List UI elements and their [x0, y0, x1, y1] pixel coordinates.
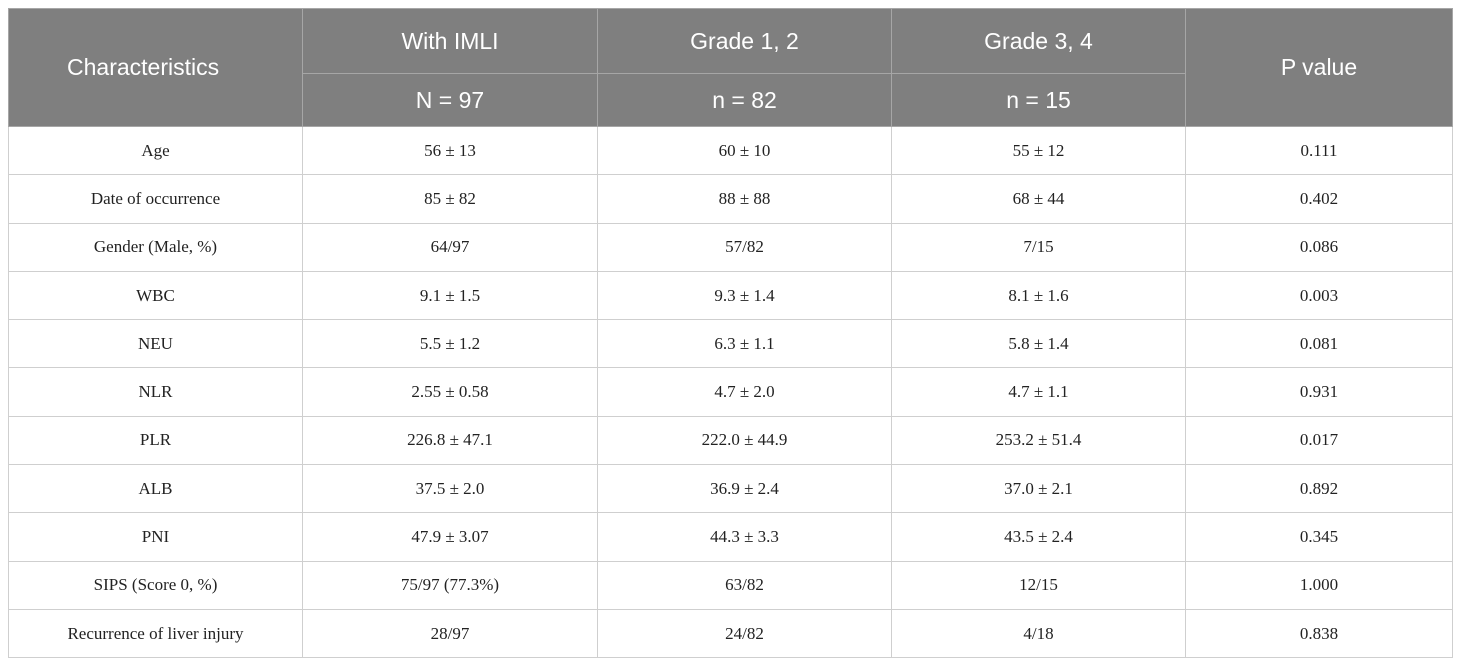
- table-cell: 37.0 ± 2.1: [891, 464, 1186, 514]
- table-cell: 37.5 ± 2.0: [302, 464, 598, 514]
- row-label: WBC: [8, 270, 303, 321]
- table-cell: 55 ± 12: [891, 125, 1186, 176]
- row-label: PLR: [8, 415, 303, 466]
- table-cell: 0.111: [1185, 125, 1453, 176]
- table-cell: 60 ± 10: [597, 125, 892, 176]
- header-cell: Grade 3, 4: [891, 8, 1186, 74]
- table-cell: 0.086: [1185, 222, 1453, 272]
- table-cell: 8.1 ± 1.6: [891, 270, 1186, 321]
- table-cell: 57/82: [597, 222, 892, 272]
- table-cell: 0.838: [1185, 608, 1453, 659]
- table-row: NLR 2.55 ± 0.58 4.7 ± 2.0 4.7 ± 1.1 0.931: [8, 367, 1453, 417]
- header-row: N = 97 n = 82 n = 15: [9, 73, 1453, 127]
- table-cell: 0.892: [1185, 464, 1453, 514]
- row-label: ALB: [8, 464, 303, 514]
- table-cell: 2.55 ± 0.58: [302, 367, 598, 417]
- table-cell: 63/82: [597, 560, 892, 610]
- table-row: Recurrence of liver injury 28/97 24/82 4/18…: [8, 608, 1453, 659]
- data-table: Characteristics With IMLI Grade 1, 2 Gra…: [8, 8, 1453, 659]
- table-cell: 12/15: [891, 560, 1186, 610]
- table-cell: 47.9 ± 3.07: [302, 512, 598, 562]
- row-label: Recurrence of liver injury: [8, 608, 303, 659]
- header-cell: N = 97: [302, 73, 598, 127]
- header-cell: n = 15: [891, 73, 1186, 127]
- table-cell: 6.3 ± 1.1: [597, 319, 892, 369]
- row-label: PNI: [8, 512, 303, 562]
- header-cell: Characteristics: [8, 8, 303, 127]
- table-cell: 43.5 ± 2.4: [891, 512, 1186, 562]
- table-cell: 222.0 ± 44.9: [597, 415, 892, 466]
- table-cell: 9.3 ± 1.4: [597, 270, 892, 321]
- row-label: NLR: [8, 367, 303, 417]
- table-cell: 4.7 ± 1.1: [891, 367, 1186, 417]
- row-label: NEU: [8, 319, 303, 369]
- table-row: ALB 37.5 ± 2.0 36.9 ± 2.4 37.0 ± 2.1 0.892: [8, 464, 1453, 514]
- table-cell: 7/15: [891, 222, 1186, 272]
- table-row: NEU 5.5 ± 1.2 6.3 ± 1.1 5.8 ± 1.4 0.081: [8, 319, 1453, 369]
- table-cell: 24/82: [597, 608, 892, 659]
- table-cell: 5.5 ± 1.2: [302, 319, 598, 369]
- header-row: Characteristics With IMLI Grade 1, 2 Gra…: [8, 8, 1453, 127]
- table-cell: 0.931: [1185, 367, 1453, 417]
- table-cell: 68 ± 44: [891, 174, 1186, 224]
- table-cell: 64/97: [302, 222, 598, 272]
- table-cell: 1.000: [1185, 560, 1453, 610]
- table-row: PNI 47.9 ± 3.07 44.3 ± 3.3 43.5 ± 2.4 0.345: [8, 512, 1453, 562]
- table-row: Age 56 ± 13 60 ± 10 55 ± 12 0.111: [8, 125, 1453, 176]
- table-cell: 0.345: [1185, 512, 1453, 562]
- table-header: Characteristics With IMLI Grade 1, 2 Gra…: [8, 8, 1453, 127]
- row-label: Age: [8, 125, 303, 176]
- row-label: Gender (Male, %): [8, 222, 303, 272]
- table-cell: 28/97: [302, 608, 598, 659]
- row-label: Date of occurrence: [8, 174, 303, 224]
- header-cell: With IMLI: [302, 8, 598, 74]
- table-cell: 56 ± 13: [302, 125, 598, 176]
- table-cell: 88 ± 88: [597, 174, 892, 224]
- table-cell: 0.402: [1185, 174, 1453, 224]
- table-cell: 253.2 ± 51.4: [891, 415, 1186, 466]
- table-row: PLR 226.8 ± 47.1 222.0 ± 44.9 253.2 ± 51.4 0…: [8, 415, 1453, 466]
- table-cell: 0.017: [1185, 415, 1453, 466]
- table-cell: 5.8 ± 1.4: [891, 319, 1186, 369]
- table-cell: 226.8 ± 47.1: [302, 415, 598, 466]
- table-body: Age 56 ± 13 60 ± 10 55 ± 12 0.111 Date of occ…: [8, 125, 1453, 659]
- table-cell: 0.081: [1185, 319, 1453, 369]
- table-cell: 36.9 ± 2.4: [597, 464, 892, 514]
- table-cell: 85 ± 82: [302, 174, 598, 224]
- table-row: SIPS (Score 0, %) 75/97 (77.3%) 63/82 12/15…: [8, 560, 1453, 610]
- header-cell: P value: [1185, 8, 1453, 127]
- table-cell: 9.1 ± 1.5: [302, 270, 598, 321]
- table-cell: 75/97 (77.3%): [302, 560, 598, 610]
- table-row: Gender (Male, %) 64/97 57/82 7/15 0.086: [8, 222, 1453, 272]
- table-cell: 0.003: [1185, 270, 1453, 321]
- row-label: SIPS (Score 0, %): [8, 560, 303, 610]
- table-container: Characteristics With IMLI Grade 1, 2 Gra…: [8, 8, 1453, 659]
- header-cell: Grade 1, 2: [597, 8, 892, 74]
- table-row: WBC 9.1 ± 1.5 9.3 ± 1.4 8.1 ± 1.6 0.003: [8, 270, 1453, 321]
- table-cell: 4/18: [891, 608, 1186, 659]
- table-row: Date of occurrence 85 ± 82 88 ± 88 68 ± 44 0…: [8, 174, 1453, 224]
- table-cell: 4.7 ± 2.0: [597, 367, 892, 417]
- header-cell: n = 82: [597, 73, 892, 127]
- table-cell: 44.3 ± 3.3: [597, 512, 892, 562]
